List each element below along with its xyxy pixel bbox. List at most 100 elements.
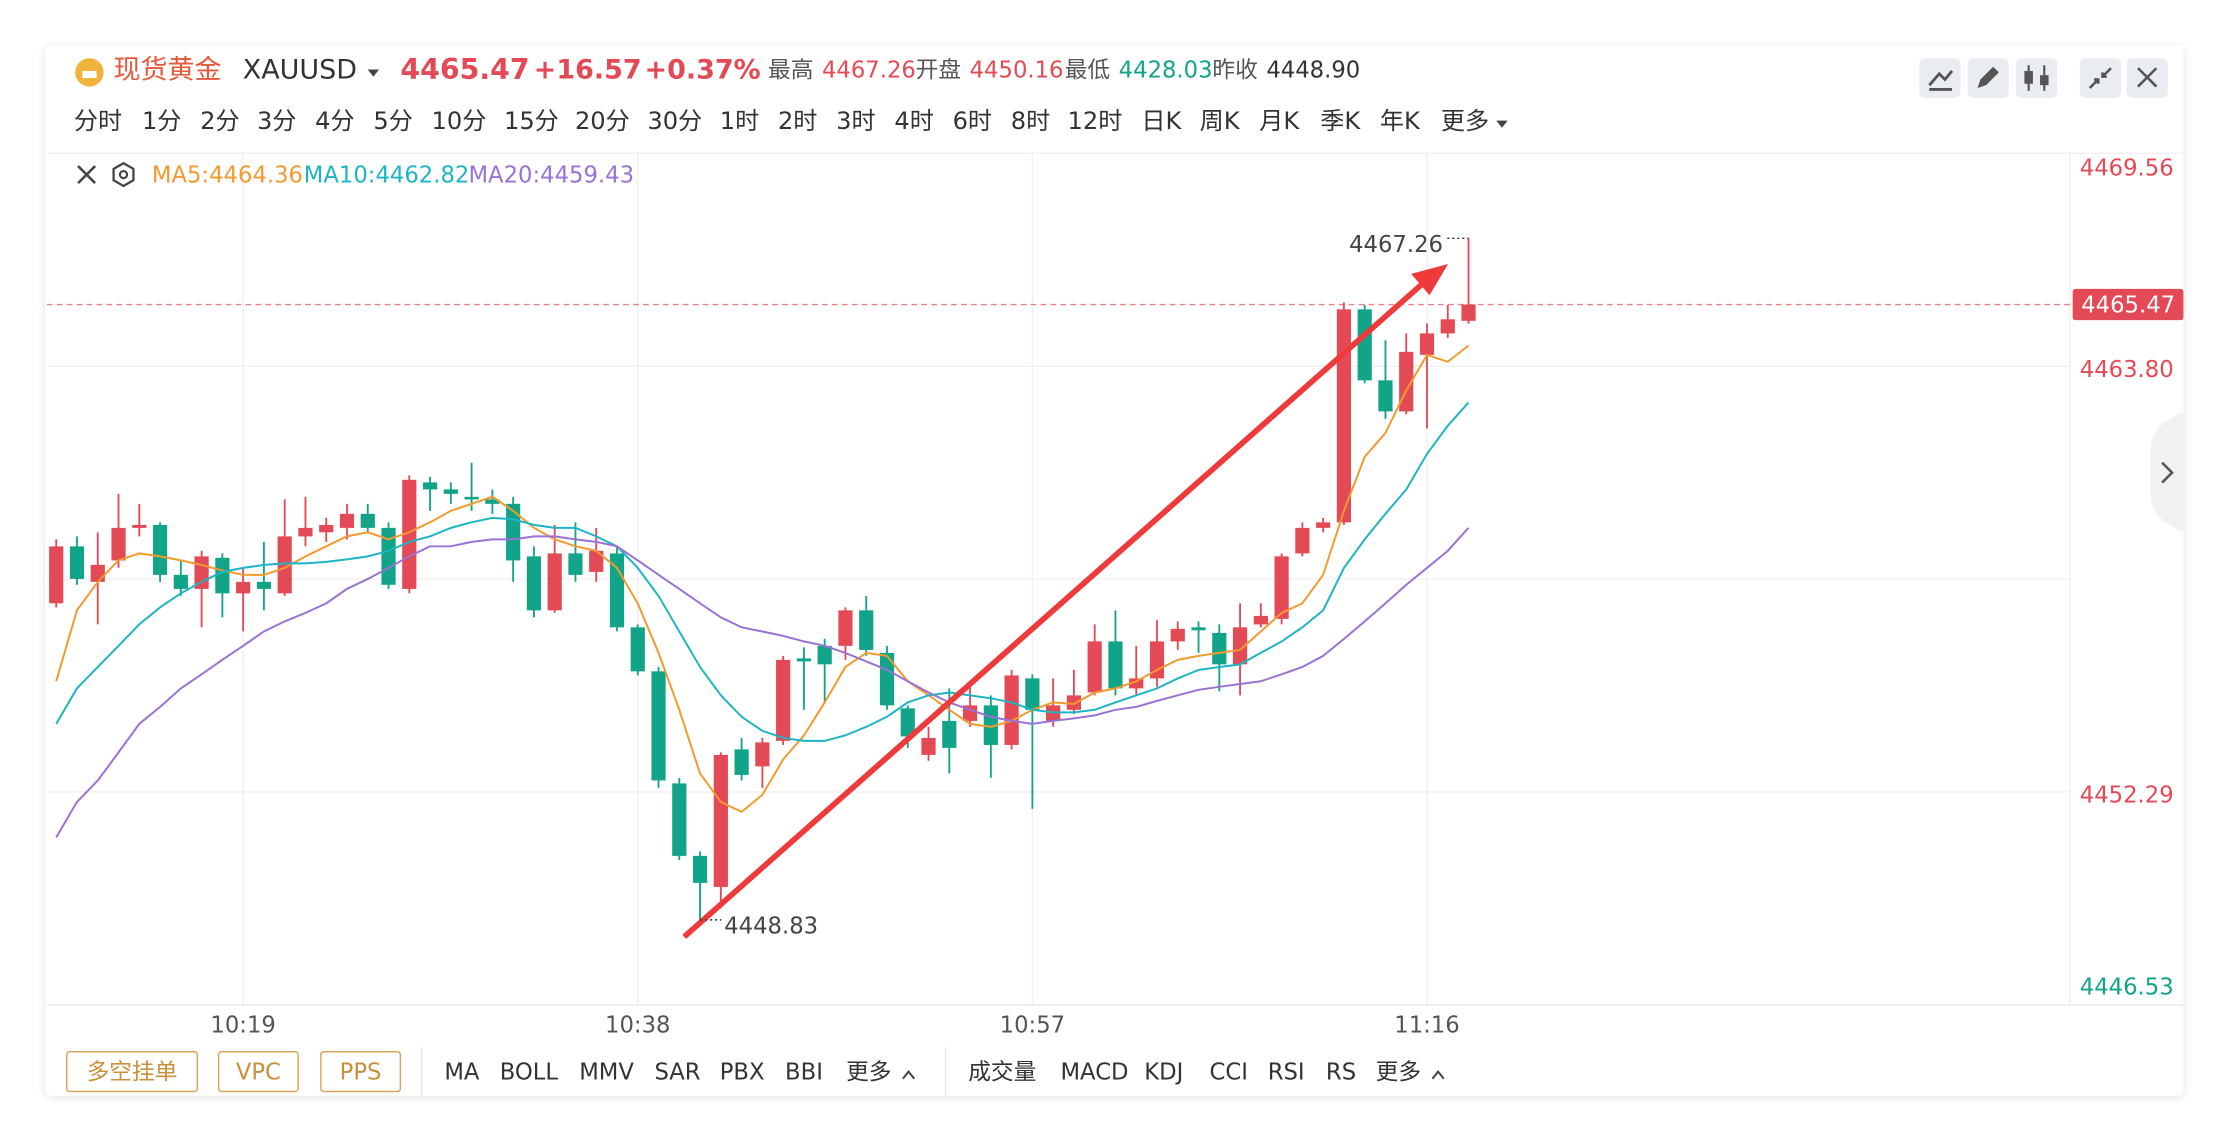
candle-body bbox=[838, 610, 853, 646]
timeframe-tab[interactable]: 3时 bbox=[836, 107, 875, 135]
candle-body bbox=[1378, 380, 1393, 412]
icon-button[interactable] bbox=[2015, 58, 2058, 98]
timeframe-tab[interactable]: 4时 bbox=[894, 107, 933, 135]
timeframe-tab[interactable]: 8时 bbox=[1011, 107, 1050, 135]
candle-body bbox=[173, 574, 188, 589]
indicator-tab[interactable]: PBX bbox=[720, 1060, 765, 1086]
toolbar-button[interactable] bbox=[66, 1051, 199, 1093]
indicator-tab[interactable]: MMV bbox=[579, 1060, 634, 1086]
timeframe-tab[interactable]: 30分 bbox=[647, 107, 702, 135]
stat-label: 最高 bbox=[768, 57, 813, 83]
timeframe-tab[interactable]: 更多 bbox=[1441, 107, 1489, 135]
candle-body bbox=[1025, 678, 1040, 710]
timeframe-tab[interactable]: 日K bbox=[1141, 107, 1182, 135]
candle-body bbox=[464, 496, 479, 500]
timeframe-tab[interactable]: 周K bbox=[1200, 107, 1241, 135]
timeframe-tab[interactable]: 12时 bbox=[1068, 107, 1123, 135]
icon bbox=[2088, 67, 2112, 89]
candle-body bbox=[713, 754, 728, 887]
timeframe-tab[interactable]: 5分 bbox=[373, 107, 412, 135]
settings-icon[interactable] bbox=[112, 161, 135, 188]
timeframe-tab[interactable]: 6时 bbox=[953, 107, 992, 135]
side-tab[interactable] bbox=[2150, 411, 2184, 533]
candle-body bbox=[1066, 695, 1082, 710]
indicator-tab[interactable]: BOLL bbox=[500, 1060, 559, 1086]
stat-value: 4448.90 bbox=[1266, 57, 1360, 83]
indicator-tab[interactable]: RS bbox=[1326, 1060, 1356, 1086]
candle-body bbox=[1440, 319, 1455, 334]
candle-body bbox=[692, 855, 708, 883]
toolbar-button-label[interactable]: 多空挂单 bbox=[87, 1060, 178, 1086]
y-tick-label: 4452.29 bbox=[2080, 783, 2174, 809]
indicator-tab[interactable]: SAR bbox=[654, 1060, 700, 1086]
gold-icon bbox=[82, 70, 97, 79]
toolbar-button[interactable] bbox=[320, 1051, 402, 1093]
icon-button[interactable] bbox=[2079, 58, 2121, 98]
indicator-tab[interactable]: MACD bbox=[1060, 1060, 1128, 1086]
candle-body bbox=[1087, 641, 1102, 693]
candle-body bbox=[90, 564, 105, 582]
candle-body bbox=[1461, 304, 1476, 321]
candle-body bbox=[609, 553, 625, 628]
timeframe-tab[interactable]: 2时 bbox=[778, 107, 817, 135]
candle-body bbox=[672, 783, 687, 856]
timeframe-tab[interactable]: 月K bbox=[1259, 107, 1300, 135]
timeframe-tab[interactable]: 分时 bbox=[74, 107, 122, 135]
timeframe-tab[interactable]: 10分 bbox=[432, 107, 487, 135]
stat-value: 4450.16 bbox=[970, 57, 1064, 83]
candle-body bbox=[506, 503, 521, 561]
candle-body bbox=[1004, 675, 1019, 745]
low-label: 4448.83 bbox=[724, 913, 818, 939]
candle-body bbox=[734, 749, 749, 775]
candle-body bbox=[547, 553, 562, 611]
timeframe-tab[interactable]: 15分 bbox=[504, 107, 559, 135]
candle-body bbox=[215, 557, 230, 594]
candle-body bbox=[422, 482, 438, 490]
indicator-tab[interactable]: 成交量 bbox=[968, 1060, 1036, 1086]
indicator-tab[interactable]: MA bbox=[444, 1060, 480, 1086]
candle-body bbox=[298, 527, 313, 537]
icon bbox=[2137, 67, 2158, 88]
indicator-tab[interactable]: RSI bbox=[1268, 1060, 1305, 1086]
last-price-label: 4465.47 bbox=[2081, 292, 2175, 318]
timeframe-tab[interactable]: 2分 bbox=[200, 107, 239, 135]
timeframe-tab[interactable]: 1时 bbox=[720, 107, 759, 135]
icon bbox=[2024, 70, 2033, 84]
indicator-tab[interactable]: 更多 bbox=[1376, 1060, 1421, 1086]
candle-body bbox=[339, 513, 355, 528]
high-label: 4467.26 bbox=[1349, 232, 1443, 258]
candle-body bbox=[1232, 627, 1248, 665]
timeframe-tab[interactable]: 20分 bbox=[575, 107, 630, 135]
toolbar-button[interactable] bbox=[217, 1051, 299, 1093]
stat-value: 4467.26 bbox=[822, 57, 916, 83]
toolbar-button-label[interactable]: PPS bbox=[340, 1060, 382, 1086]
legend-entry: MA5:4464.36 bbox=[152, 163, 303, 189]
candle-body bbox=[152, 524, 168, 575]
timeframe-tab[interactable]: 3分 bbox=[257, 107, 296, 135]
indicator-tab[interactable]: KDJ bbox=[1144, 1060, 1183, 1086]
x-tick-label: 10:57 bbox=[1000, 1013, 1065, 1039]
change: +16.57 bbox=[534, 54, 642, 85]
title: 现货黄金 bbox=[114, 54, 222, 85]
candle-body bbox=[1419, 333, 1435, 355]
candle-body bbox=[630, 627, 645, 672]
indicator-tab[interactable]: CCI bbox=[1210, 1060, 1248, 1086]
candle-body bbox=[277, 536, 292, 594]
timeframe-tab[interactable]: 4分 bbox=[315, 107, 354, 135]
candle-body bbox=[1170, 628, 1185, 642]
candle-body bbox=[1357, 309, 1372, 381]
indicator-tab[interactable]: BBI bbox=[785, 1060, 823, 1086]
icon-button[interactable] bbox=[1919, 58, 1961, 98]
candle-body bbox=[360, 513, 375, 528]
candle-body bbox=[256, 581, 272, 589]
close-icon[interactable] bbox=[77, 165, 97, 185]
timeframe-tab[interactable]: 1分 bbox=[142, 107, 181, 135]
candle-body bbox=[1108, 641, 1123, 689]
timeframe-tab[interactable]: 季K bbox=[1320, 107, 1361, 135]
toolbar-button-label[interactable]: VPC bbox=[236, 1060, 281, 1086]
caret bbox=[367, 69, 380, 77]
indicator-tab[interactable]: 更多 bbox=[846, 1060, 891, 1086]
timeframe-tab[interactable]: 年K bbox=[1380, 107, 1421, 135]
candle-body bbox=[755, 742, 770, 767]
tool-icons[interactable] bbox=[1919, 58, 2168, 98]
